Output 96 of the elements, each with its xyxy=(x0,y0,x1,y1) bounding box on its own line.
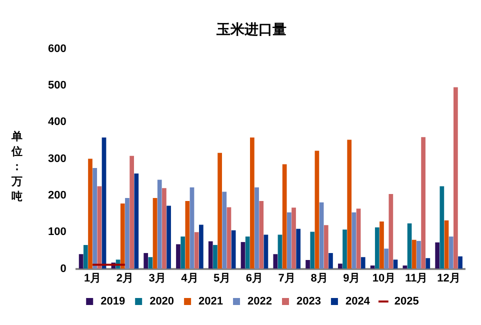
x-tick-label: 6月 xyxy=(246,272,264,284)
bar xyxy=(78,254,84,269)
bar xyxy=(310,232,315,269)
bar xyxy=(152,198,158,269)
bar xyxy=(407,223,412,269)
x-tick-label: 3月 xyxy=(148,272,166,284)
bar xyxy=(226,207,232,269)
bar xyxy=(240,242,246,269)
legend-label: 2022 xyxy=(248,296,272,308)
bar xyxy=(166,206,171,269)
bar xyxy=(199,224,204,269)
bar xyxy=(282,164,287,269)
legend-label: 2019 xyxy=(100,296,126,308)
legend-label: 2024 xyxy=(345,296,371,308)
bar xyxy=(342,230,347,269)
bar xyxy=(190,187,194,269)
bar xyxy=(254,187,259,269)
bar xyxy=(440,186,444,269)
bar xyxy=(296,228,301,269)
bar xyxy=(412,240,416,269)
bar xyxy=(328,253,333,269)
bar xyxy=(157,180,162,269)
bar xyxy=(324,225,328,269)
bar xyxy=(120,204,125,269)
bar xyxy=(347,140,352,269)
y-tick-label: 100 xyxy=(48,226,66,238)
bar xyxy=(125,198,130,269)
bar xyxy=(231,230,236,269)
x-tick-label: 4月 xyxy=(181,272,198,284)
bar xyxy=(388,194,394,269)
x-tick-label: 2月 xyxy=(116,272,134,284)
y-axis-title: 单位：万吨 xyxy=(10,130,24,205)
bar xyxy=(130,156,134,269)
bar xyxy=(338,264,342,269)
legend-label: 2021 xyxy=(198,296,224,308)
bar xyxy=(259,200,264,269)
bar xyxy=(352,212,356,269)
bar xyxy=(273,254,278,269)
bar xyxy=(148,257,153,269)
bar xyxy=(292,208,296,269)
bar xyxy=(380,222,384,269)
bar xyxy=(213,244,218,269)
bar xyxy=(134,173,139,269)
bar xyxy=(314,150,320,269)
bar xyxy=(97,186,102,269)
x-tick-label: 10月 xyxy=(372,272,396,284)
chart-title: 玉米进口量 xyxy=(216,22,286,38)
bar xyxy=(208,241,213,269)
bar xyxy=(360,257,366,269)
bar xyxy=(416,240,421,269)
bar xyxy=(180,236,186,269)
bar xyxy=(448,236,454,269)
bar xyxy=(102,138,106,269)
y-tick-label: 0 xyxy=(60,262,66,275)
bar xyxy=(194,232,199,269)
bar xyxy=(245,236,250,269)
bar xyxy=(264,234,268,269)
y-tick-label: 400 xyxy=(48,116,66,128)
bar xyxy=(374,227,380,269)
x-tick-label: 12月 xyxy=(437,272,460,284)
bar xyxy=(92,168,98,269)
bar xyxy=(278,234,282,269)
legend-label: 2023 xyxy=(296,296,321,308)
bar xyxy=(83,244,88,269)
bar xyxy=(356,208,361,269)
bar xyxy=(458,256,462,269)
bar xyxy=(185,200,190,269)
legend-label: 2020 xyxy=(150,296,174,308)
bar xyxy=(250,138,254,269)
bar xyxy=(435,242,440,269)
bar xyxy=(426,258,430,269)
bar xyxy=(393,260,398,269)
bar xyxy=(444,220,449,269)
y-tick-label: 200 xyxy=(48,190,66,202)
bar xyxy=(306,260,310,269)
bar xyxy=(88,158,92,269)
y-tick-label: 500 xyxy=(48,80,66,92)
bar xyxy=(176,244,180,269)
y-tick-label: 600 xyxy=(48,42,66,55)
bar xyxy=(454,87,458,269)
bar xyxy=(319,202,324,269)
legend-label: 2025 xyxy=(394,296,419,308)
bar xyxy=(222,192,227,269)
x-tick-label: 5月 xyxy=(214,272,231,284)
bar xyxy=(384,248,389,269)
x-tick-label: 1月 xyxy=(84,272,102,284)
x-tick-label: 8月 xyxy=(310,272,328,284)
x-tick-label: 9月 xyxy=(343,272,360,284)
bar xyxy=(218,152,222,269)
bar xyxy=(286,212,292,269)
x-tick-label: 11月 xyxy=(405,272,428,284)
bar xyxy=(162,188,166,269)
bar xyxy=(144,253,148,269)
bar xyxy=(421,137,426,269)
x-tick-label: 7月 xyxy=(278,272,296,284)
y-tick-label: 300 xyxy=(48,152,66,165)
